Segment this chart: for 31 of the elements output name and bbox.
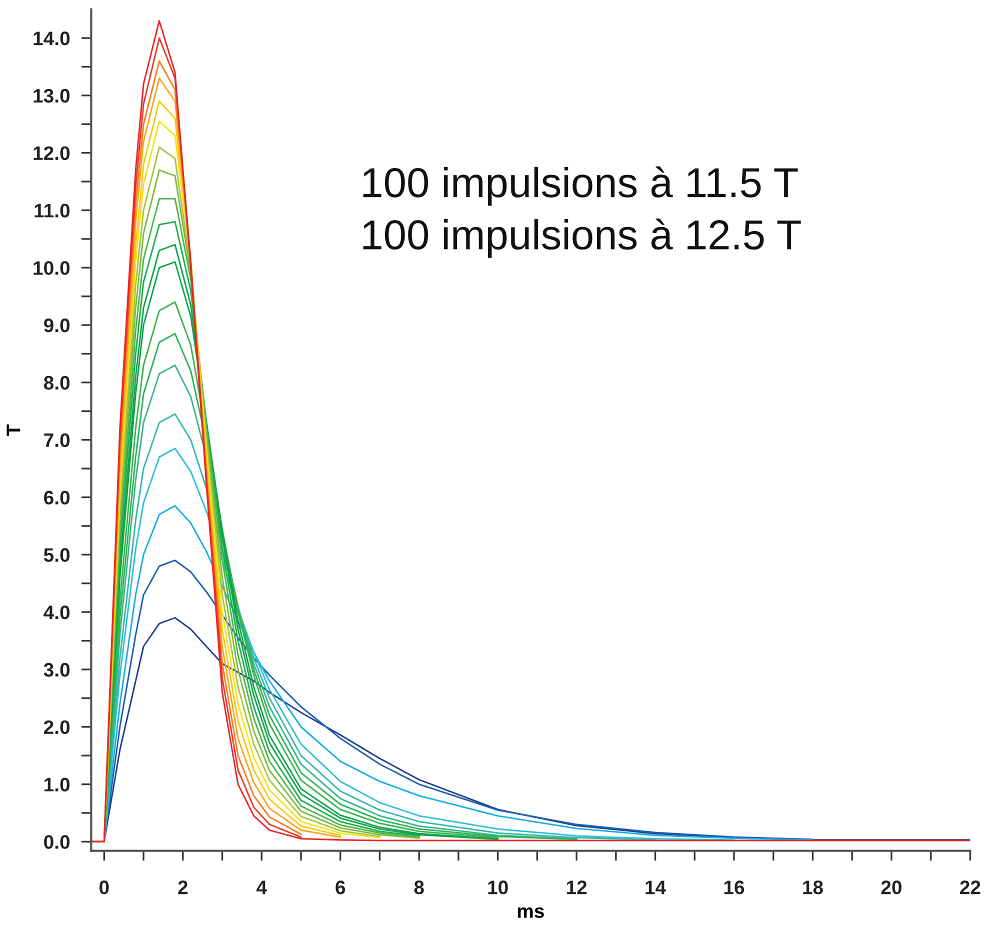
y-tick-label: 7.0	[44, 433, 70, 448]
x-tick-label: 22	[960, 880, 980, 894]
x-tick-label: 4	[256, 880, 267, 894]
x-tick-label: 16	[724, 880, 744, 894]
y-tick-label: 9.0	[44, 318, 70, 332]
y-tick-label: 0.0	[44, 835, 70, 849]
x-tick-label: 14	[646, 880, 666, 894]
x-tick-label: 2	[178, 880, 188, 894]
x-tick-label: 10	[488, 880, 508, 894]
x-tick-label: 20	[881, 880, 902, 894]
x-tick-label: 18	[803, 880, 823, 894]
y-tick-label: 11.0	[34, 204, 70, 218]
y-tick-label: 2.0	[44, 720, 70, 734]
y-tick-label: 6.0	[44, 490, 70, 504]
y-tick-label: 10.0	[34, 261, 70, 275]
y-tick-label: 5.0	[44, 548, 70, 562]
y-tick-label: 3.0	[44, 662, 70, 677]
annotation: 100 impulsions à 11.5 T	[363, 166, 798, 206]
y-tick-label: 4.0	[44, 606, 70, 620]
x-tick-label: 12	[566, 880, 587, 894]
y-tick-label: 14.0	[34, 32, 70, 46]
y-tick-label: 13.0	[34, 88, 70, 103]
annotation: 100 impulsions à 12.5 T	[363, 218, 801, 258]
x-tick-label: 8	[414, 880, 424, 894]
x-tick-label: 6	[336, 880, 346, 894]
x-tick-label: 0	[100, 880, 109, 894]
y-tick-label: 12.0	[34, 146, 70, 160]
y-tick-label: 8.0	[44, 376, 70, 390]
y-tick-label: 1.0	[44, 778, 70, 792]
y-axis-title: T	[6, 424, 20, 436]
x-axis-title: ms	[518, 907, 544, 918]
